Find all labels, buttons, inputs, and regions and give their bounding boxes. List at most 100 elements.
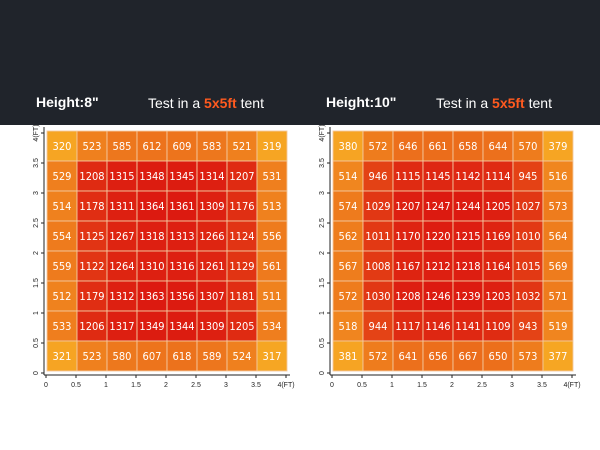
cell-value-label: 618 [173,350,192,363]
cell-value-label: 1246 [425,290,450,303]
cell-value-label: 1010 [515,230,540,243]
subtitle-prefix: Test in a [436,95,493,111]
y-tick-label: 3.5 [319,158,326,168]
cell-value-label: 1264 [109,260,134,273]
cell-value-label: 1208 [79,170,104,183]
cell-value-label: 1164 [485,260,510,273]
heatmap-cell [256,310,288,342]
cell-value-label: 1178 [79,200,104,213]
y-tick-label: 2.5 [319,218,326,228]
heatmap-cell [166,250,198,282]
cell-value-label: 1314 [199,170,224,183]
cell-value-label: 379 [549,140,568,153]
heatmap-cell [196,340,228,372]
x-tick-label: 3.5 [537,382,547,389]
heatmap-cell [542,190,574,222]
cell-value-label: 589 [203,350,222,363]
cell-value-label: 1312 [109,290,134,303]
heatmap-cell [46,250,78,282]
cell-value-label: 1117 [395,320,420,333]
cell-value-label: 1244 [455,200,480,213]
heatmap-cell [196,250,228,282]
cell-value-label: 569 [549,260,568,273]
cell-value-label: 1261 [199,260,224,273]
cell-value-label: 946 [369,170,388,183]
y-tick-label: 0 [33,371,40,375]
cell-value-label: 518 [339,320,358,333]
panel-header [300,0,600,125]
cell-value-label: 1176 [229,200,254,213]
chart-title: Height:10" [326,94,397,110]
cell-value-label: 658 [459,140,478,153]
subtitle-prefix: Test in a [148,95,205,111]
heatmap-cell [106,280,138,312]
cell-value-label: 1179 [79,290,104,303]
cell-value-label: 1361 [169,200,194,213]
cell-value-label: 1032 [515,290,540,303]
x-tick-label: 4(FT) [277,382,294,389]
cell-value-label: 609 [173,140,192,153]
heatmap-cell [46,280,78,312]
cell-value-label: 1313 [169,230,194,243]
cell-value-label: 661 [429,140,448,153]
cell-value-label: 377 [549,350,568,363]
heatmap-cell [196,310,228,342]
heatmap-cell [422,250,454,282]
cell-value-label: 1218 [455,260,480,273]
cell-value-label: 1348 [139,170,164,183]
heatmap-cell [76,160,108,192]
cell-value-label: 572 [369,350,388,363]
cell-value-label: 1122 [79,260,104,273]
x-tick-label: 3 [224,382,228,389]
cell-value-label: 512 [53,290,72,303]
subtitle-suffix: tent [524,95,552,111]
heatmap-cell [542,250,574,282]
heatmap-cell [226,130,258,162]
cell-value-label: 572 [369,140,388,153]
cell-value-label: 1141 [455,320,480,333]
cell-value-label: 944 [369,320,388,333]
x-tick-label: 0 [44,382,48,389]
heatmap-cell [542,160,574,192]
cell-value-label: 583 [203,140,222,153]
x-tick-label: 3.5 [251,382,261,389]
cell-value-label: 1146 [425,320,450,333]
cell-value-label: 381 [339,350,358,363]
y-tick-label: 1.5 [33,278,40,288]
y-tick-label: 2 [33,251,40,255]
cell-value-label: 1027 [515,200,540,213]
cell-value-label: 1142 [455,170,480,183]
cell-value-label: 1310 [139,260,164,273]
heatmap-cell [226,190,258,222]
heatmap-cell [46,190,78,222]
x-tick-label: 2.5 [477,382,487,389]
heatmap-cell [422,340,454,372]
heatmap-cell [136,160,168,192]
y-tick-label: 1 [319,311,326,315]
heatmap-cell [226,310,258,342]
cell-value-label: 1318 [139,230,164,243]
cell-value-label: 523 [83,140,102,153]
heatmap-cell [136,310,168,342]
cell-value-label: 1266 [199,230,224,243]
heatmap-cell [332,160,364,192]
subtitle-suffix: tent [236,95,264,111]
cell-value-label: 529 [53,170,72,183]
heatmap-cell [46,310,78,342]
heatmap-cell [106,220,138,252]
heatmap-cell [196,220,228,252]
cell-value-label: 519 [549,320,568,333]
chart-subtitle: Test in a 5x5ft tent [148,95,264,111]
cell-value-label: 561 [263,260,282,273]
x-tick-label: 3 [510,382,514,389]
y-tick-label: 3 [33,191,40,195]
heatmap-cell [226,280,258,312]
y-tick-label: 2.5 [33,218,40,228]
cell-value-label: 1206 [79,320,104,333]
cell-value-label: 1267 [109,230,134,243]
heatmap-cell [422,130,454,162]
cell-value-label: 534 [263,320,282,333]
heatmap-cell [542,340,574,372]
cell-value-label: 567 [339,260,358,273]
